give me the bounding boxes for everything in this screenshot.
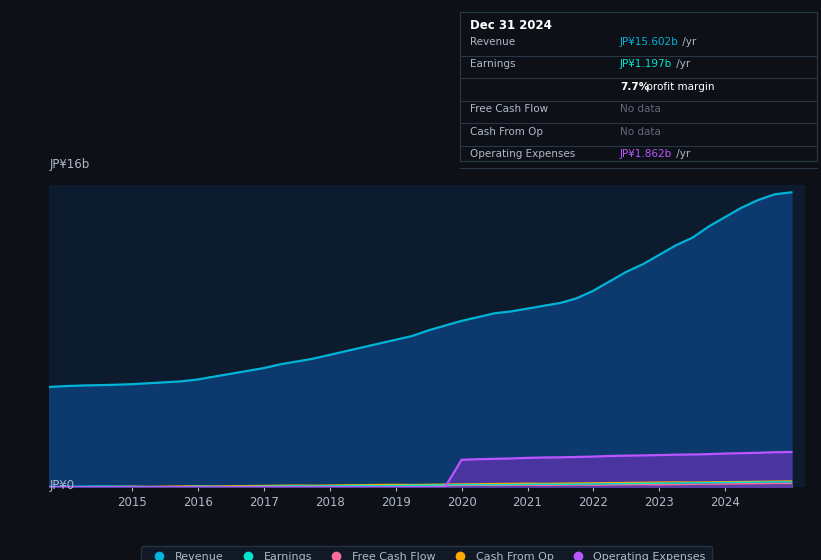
Text: Cash From Op: Cash From Op — [470, 127, 543, 137]
Text: Revenue: Revenue — [470, 37, 515, 47]
Text: /yr: /yr — [673, 59, 690, 69]
Legend: Revenue, Earnings, Free Cash Flow, Cash From Op, Operating Expenses: Revenue, Earnings, Free Cash Flow, Cash … — [141, 545, 713, 560]
Text: Free Cash Flow: Free Cash Flow — [470, 104, 548, 114]
Text: JP¥15.602b: JP¥15.602b — [620, 37, 679, 47]
Text: /yr: /yr — [679, 37, 696, 47]
Text: 7.7%: 7.7% — [620, 82, 649, 92]
Text: profit margin: profit margin — [644, 82, 715, 92]
Text: Dec 31 2024: Dec 31 2024 — [470, 19, 552, 32]
Text: JP¥0: JP¥0 — [49, 479, 75, 492]
Text: Earnings: Earnings — [470, 59, 515, 69]
Text: JP¥1.862b: JP¥1.862b — [620, 149, 672, 159]
Text: JP¥16b: JP¥16b — [49, 158, 89, 171]
Text: JP¥1.197b: JP¥1.197b — [620, 59, 672, 69]
Text: No data: No data — [620, 104, 661, 114]
Text: Operating Expenses: Operating Expenses — [470, 149, 575, 159]
Text: /yr: /yr — [673, 149, 690, 159]
Text: No data: No data — [620, 127, 661, 137]
